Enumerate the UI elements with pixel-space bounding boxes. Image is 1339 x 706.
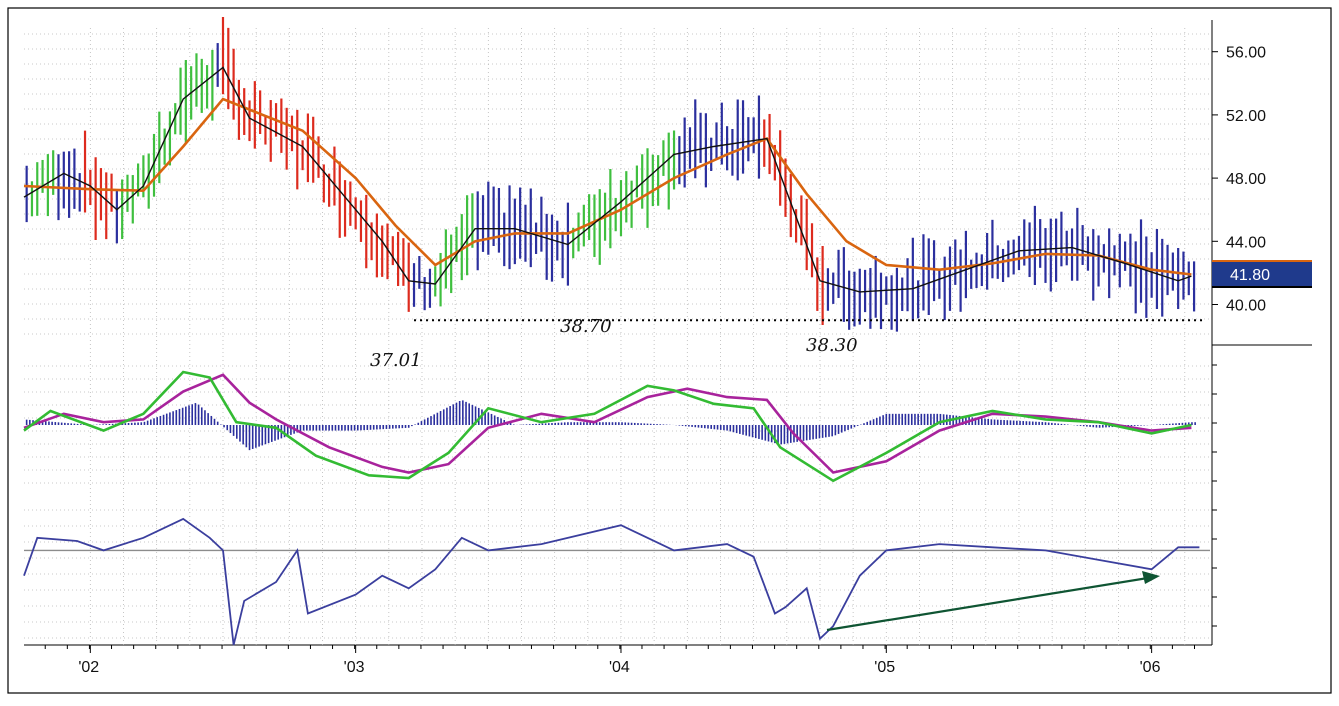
trend-arrow-shaft: [826, 577, 1147, 632]
oscillator-panel: [23, 370, 1196, 483]
price-annotation: 38.30: [806, 335, 858, 356]
oscillator-line: [23, 370, 1192, 483]
x-tick-label: '04: [609, 659, 630, 676]
moving-average-fast: [23, 66, 1192, 293]
price-annotation: 37.01: [370, 350, 422, 371]
last-price-box: [1212, 261, 1312, 287]
y-tick-label: 52.00: [1226, 108, 1266, 125]
x-tick-label: '02: [78, 659, 99, 676]
trend-arrow-head: [1142, 571, 1160, 584]
momentum-panel: [23, 517, 1210, 646]
x-tick-label: '06: [1140, 659, 1161, 676]
y-tick-label: 56.00: [1226, 45, 1266, 62]
moving-averages: [23, 66, 1192, 293]
x-tick-label: '03: [344, 659, 365, 676]
y-tick-label: 48.00: [1226, 171, 1266, 188]
grid-lines: [24, 28, 1210, 645]
y-axis: 40.00 44.00 48.00 52.00 56.00 41.80: [1212, 45, 1312, 627]
y-tick-label: 40.00: [1226, 298, 1266, 315]
moving-average-slow: [23, 97, 1192, 276]
price-annotation: 38.70: [560, 316, 612, 337]
x-tick-label: '05: [874, 659, 895, 676]
price-annotations: 37.01 38.70 38.30: [370, 316, 1203, 371]
y-tick-label: 44.00: [1226, 234, 1266, 251]
momentum-line: [23, 517, 1200, 646]
last-price-label: 41.80: [1230, 267, 1270, 284]
outer-border: [7, 7, 1332, 694]
x-axis: '02 '03 '04 '05 '06: [44, 645, 1196, 676]
price-bars: [25, 17, 1196, 332]
